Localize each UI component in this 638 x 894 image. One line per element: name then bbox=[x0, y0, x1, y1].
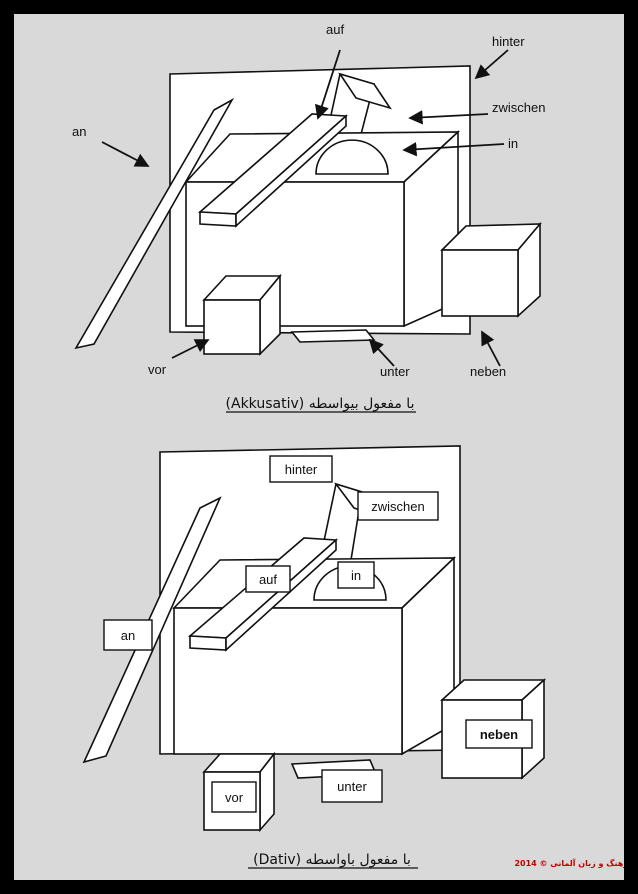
label-hinter-2: hinter bbox=[285, 462, 318, 477]
label-in-2: in bbox=[351, 568, 361, 583]
plank-side bbox=[235, 114, 347, 228]
caption-akkusativ: با مفعول بیواسطه (Akkusativ) bbox=[226, 396, 415, 412]
tilted-board-side bbox=[338, 72, 392, 110]
caption-dativ: با مفعول باواسطه (Dativ) bbox=[253, 852, 411, 868]
side-cube-front bbox=[441, 249, 519, 317]
label-unter-2: unter bbox=[337, 779, 367, 794]
copyright: فرهنگ و زبان آلمانی © 2014 bbox=[514, 858, 624, 868]
arrow-unter bbox=[368, 338, 395, 367]
label-auf: auf bbox=[326, 22, 344, 37]
label-auf-2: auf bbox=[259, 572, 277, 587]
label-in: in bbox=[508, 136, 518, 151]
label-neben: neben bbox=[470, 364, 506, 379]
plank-front bbox=[199, 211, 237, 227]
arrow-hinter bbox=[474, 49, 509, 80]
page: auf hinter an zwischen in vor unter nebe… bbox=[14, 14, 624, 880]
label-neben-2: neben bbox=[480, 727, 518, 742]
label-hinter: hinter bbox=[492, 34, 525, 49]
tag-in bbox=[337, 561, 375, 589]
front-cube-front bbox=[203, 299, 261, 355]
arrow-in bbox=[402, 142, 505, 157]
leaning-board bbox=[74, 97, 235, 350]
slab-under bbox=[290, 329, 376, 343]
diagram-canvas: auf hinter an zwischen in vor unter nebe… bbox=[72, 22, 624, 869]
arrow-neben bbox=[481, 330, 501, 367]
label-unter: unter bbox=[380, 364, 410, 379]
dome bbox=[315, 139, 389, 175]
tag-hinter bbox=[269, 455, 333, 483]
label-an: an bbox=[72, 124, 86, 139]
tag-zwischen bbox=[357, 491, 439, 521]
label-vor-2: vor bbox=[225, 790, 244, 805]
dativ-diagram: hinter zwischen auf in an neben vor unte… bbox=[82, 445, 624, 869]
tag-neben bbox=[465, 719, 533, 749]
arrow-zwischen bbox=[408, 110, 489, 125]
arrow-an bbox=[101, 141, 150, 167]
label-zwischen: zwischen bbox=[492, 100, 545, 115]
label-zwischen-2: zwischen bbox=[371, 499, 424, 514]
arrow-vor bbox=[171, 339, 210, 359]
arrow-auf bbox=[315, 49, 341, 120]
akkusativ-diagram: auf hinter an zwischen in vor unter nebe… bbox=[72, 22, 545, 413]
tag-vor bbox=[211, 781, 257, 813]
plank-2-front bbox=[189, 635, 227, 651]
tag-an bbox=[103, 619, 153, 651]
label-an-2: an bbox=[121, 628, 135, 643]
label-vor: vor bbox=[148, 362, 167, 377]
tag-unter bbox=[321, 769, 383, 803]
tag-auf bbox=[245, 565, 291, 593]
plank-2-side bbox=[225, 538, 337, 652]
